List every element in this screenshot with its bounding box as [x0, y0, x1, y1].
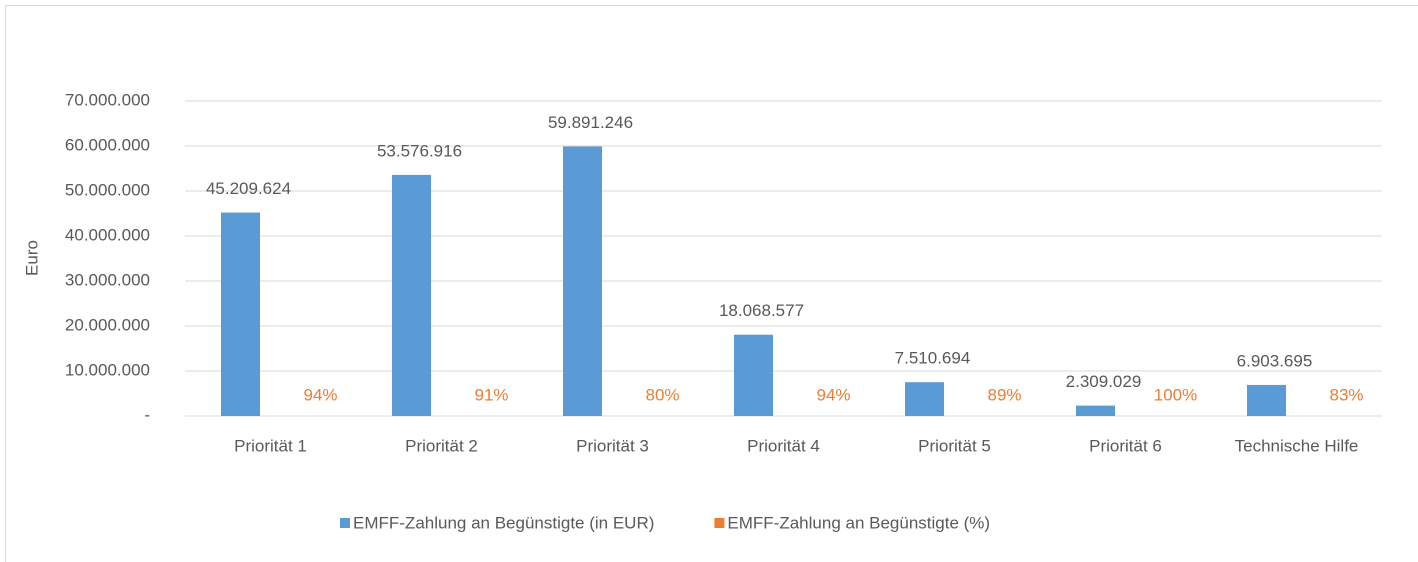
x-tick-label: Priorität 1 — [234, 436, 307, 455]
x-tick-label: Priorität 3 — [576, 436, 649, 455]
y-tick-label: - — [144, 405, 150, 424]
data-label: 53.576.916 — [377, 141, 462, 160]
data-label: 94% — [303, 385, 337, 404]
bar — [1247, 384, 1286, 416]
data-label: 2.309.029 — [1066, 372, 1142, 391]
legend-swatch — [340, 518, 350, 528]
data-label: 45.209.624 — [206, 179, 291, 198]
y-tick-label: 70.000.000 — [65, 90, 150, 109]
y-tick-label: 50.000.000 — [65, 180, 150, 199]
data-label: 91% — [474, 385, 508, 404]
x-tick-label: Priorität 6 — [1089, 436, 1162, 455]
y-tick-label: 30.000.000 — [65, 270, 150, 289]
chart-frame — [5, 5, 1418, 562]
x-tick-label: Priorität 4 — [747, 436, 820, 455]
bar — [1076, 405, 1115, 416]
data-label: 94% — [816, 385, 850, 404]
bar — [905, 382, 944, 416]
y-tick-label: 10.000.000 — [65, 360, 150, 379]
y-tick-label: 60.000.000 — [65, 135, 150, 154]
data-label: 59.891.246 — [548, 113, 633, 132]
x-tick-label: Technische Hilfe — [1235, 436, 1359, 455]
bar — [563, 146, 602, 417]
bar — [392, 174, 431, 416]
bar — [734, 334, 773, 416]
x-tick-label: Priorität 5 — [918, 436, 991, 455]
data-label: 18.068.577 — [719, 301, 804, 320]
data-label: 6.903.695 — [1237, 351, 1313, 370]
x-tick-label: Priorität 2 — [405, 436, 478, 455]
data-label: 83% — [1329, 385, 1363, 404]
bar — [221, 212, 260, 416]
data-label: 100% — [1154, 385, 1197, 404]
legend-label: EMFF-Zahlung an Begünstigte (in EUR) — [353, 513, 654, 532]
legend-swatch — [714, 518, 725, 528]
y-tick-label: 40.000.000 — [65, 225, 150, 244]
data-label: 80% — [645, 385, 679, 404]
data-label: 89% — [987, 385, 1021, 404]
data-label: 7.510.694 — [895, 349, 971, 368]
y-axis-title: Euro — [22, 240, 41, 276]
legend-label: EMFF-Zahlung an Begünstigte (%) — [727, 513, 990, 532]
y-tick-label: 20.000.000 — [65, 315, 150, 334]
